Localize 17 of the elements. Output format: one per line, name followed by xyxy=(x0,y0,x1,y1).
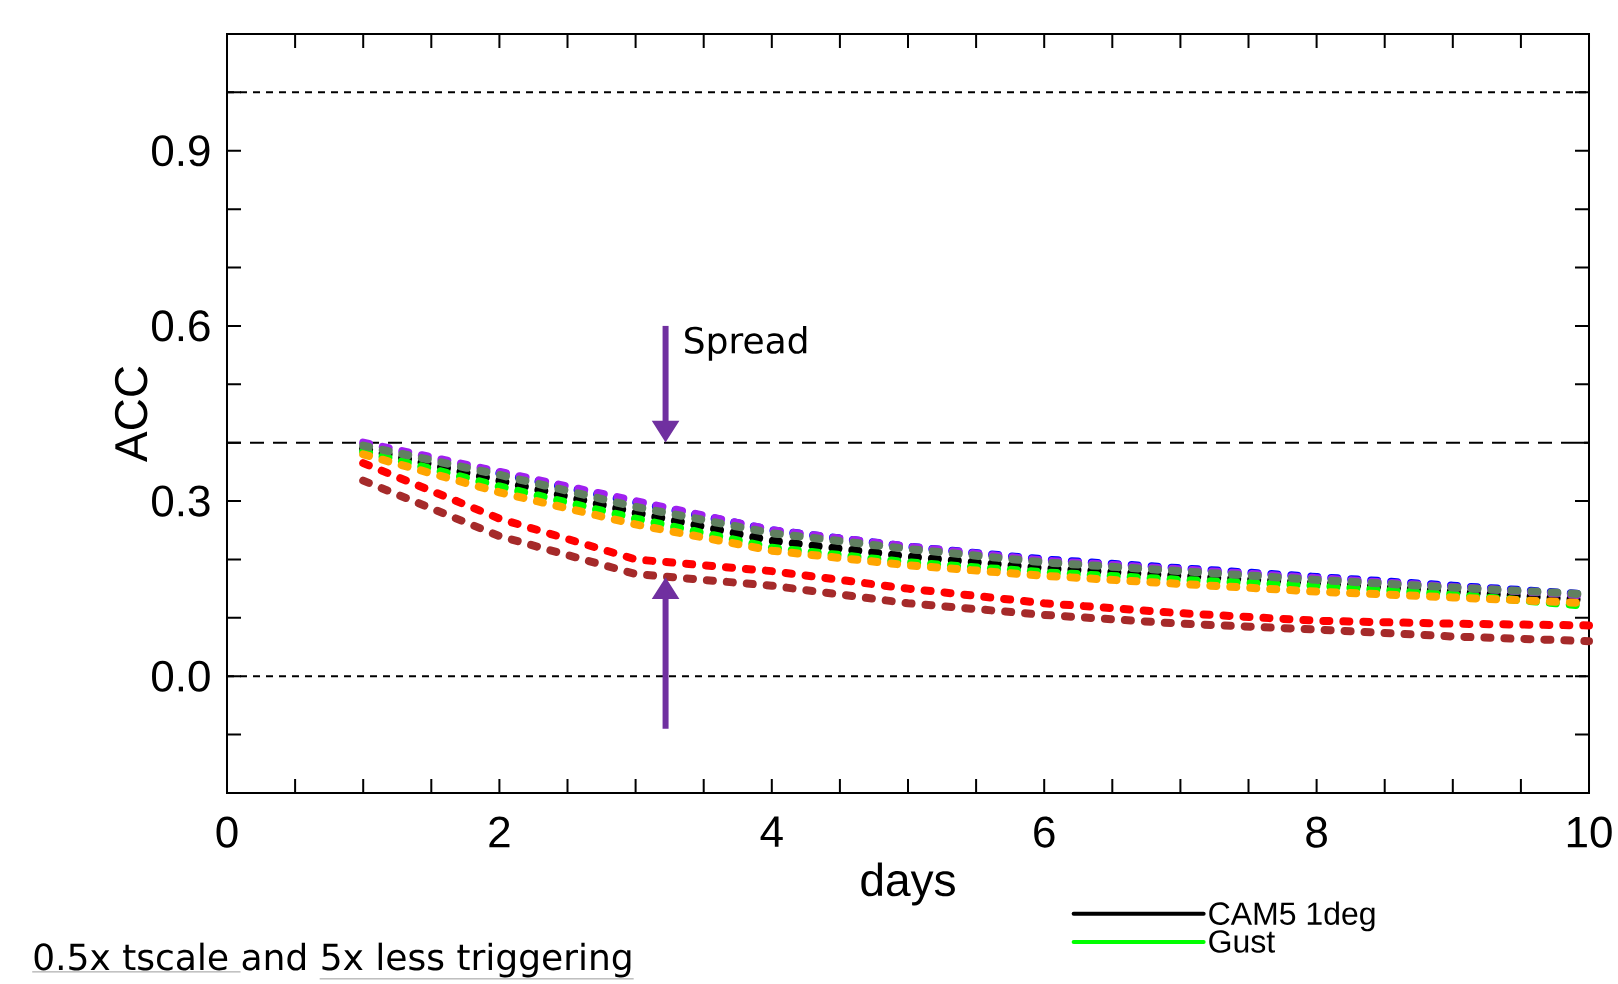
x-tick-label: 6 xyxy=(1034,816,1055,848)
x-tick-label: 2 xyxy=(489,816,510,848)
text: and xyxy=(242,942,305,971)
y-tick-label: 0.3 xyxy=(152,485,210,517)
x-tick-label: 10 xyxy=(1567,816,1612,848)
text: 5x less triggering xyxy=(322,942,631,978)
legend-label: Gust xyxy=(1209,930,1275,953)
y-tick-label: 0.0 xyxy=(152,660,210,692)
x-tick-label: 4 xyxy=(760,816,783,847)
x-axis-title: days xyxy=(861,862,955,906)
text: 0.5x tscale xyxy=(34,942,228,971)
y-tick-label: 0.6 xyxy=(152,310,210,342)
x-tick-label: 0 xyxy=(216,816,238,848)
y-tick-label: 0.9 xyxy=(152,135,210,167)
y-axis-title: ACC xyxy=(114,366,148,462)
x-tick-label: 8 xyxy=(1306,816,1327,848)
annotation: Spread xyxy=(685,326,807,361)
